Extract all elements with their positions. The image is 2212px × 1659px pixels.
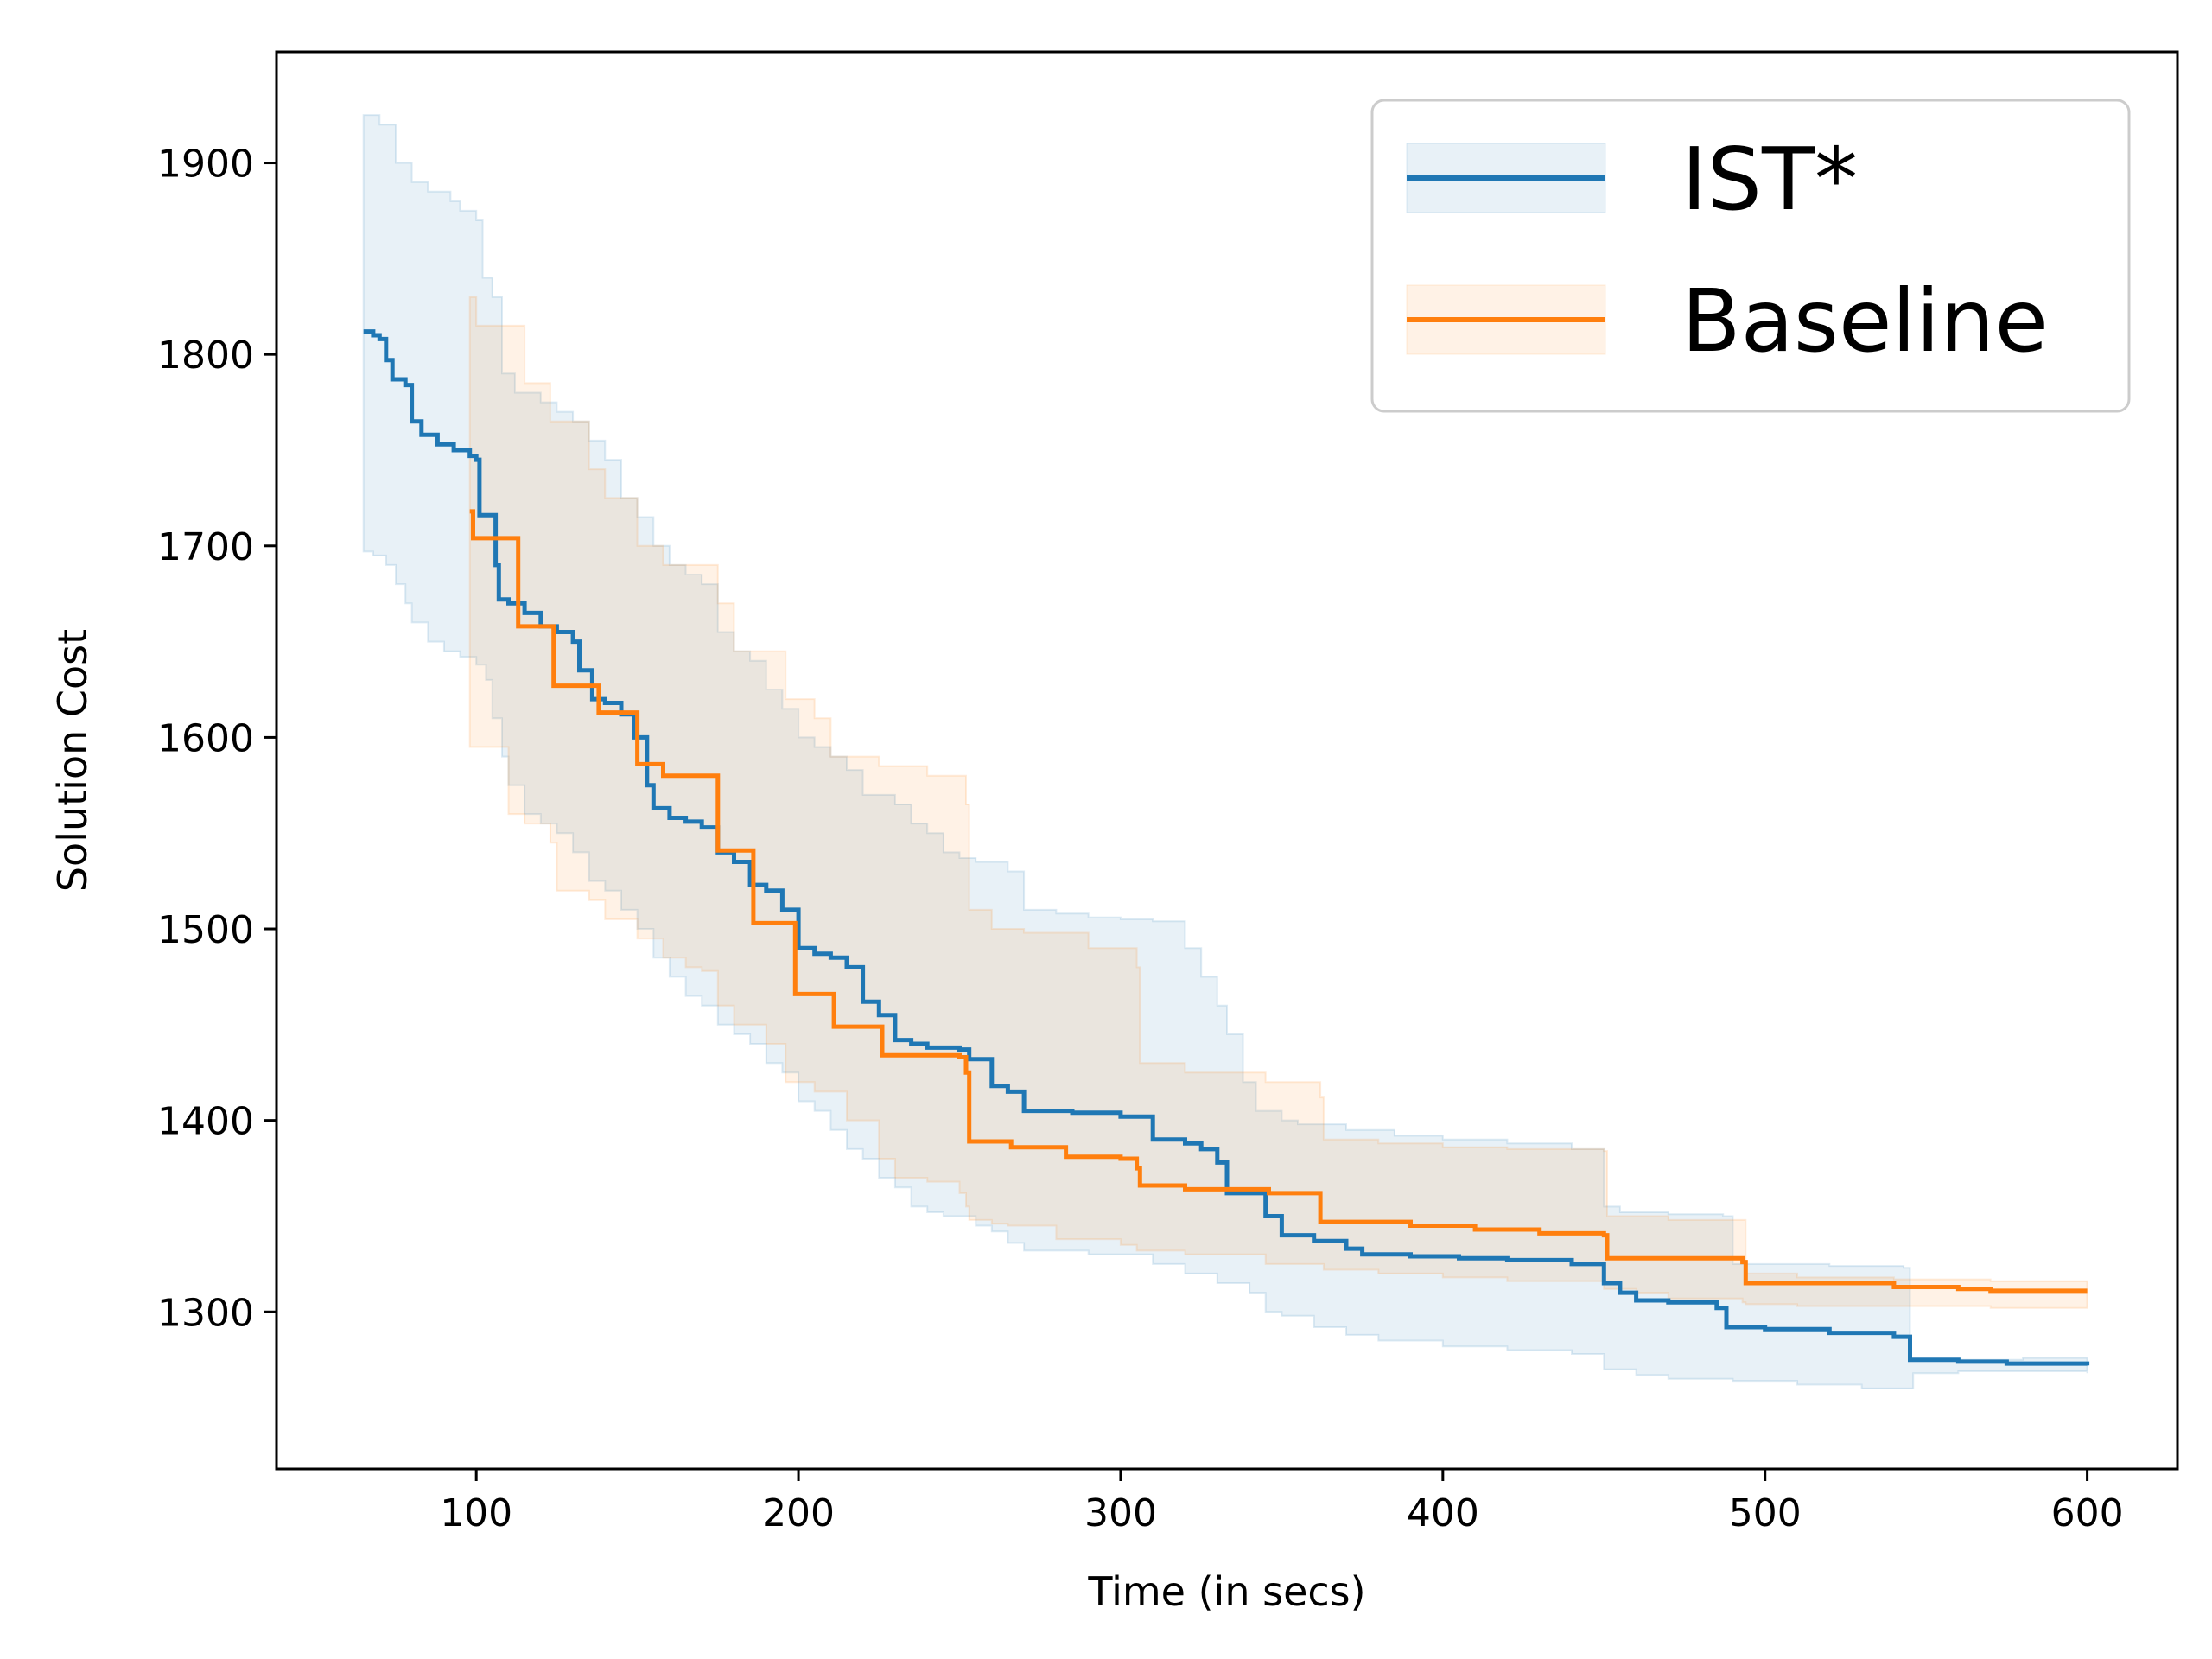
y-tick-label: 1800 [157, 334, 254, 378]
x-tick-label: 300 [1084, 1491, 1157, 1535]
x-tick-label: 400 [1407, 1491, 1479, 1535]
y-tick-label: 1400 [157, 1100, 254, 1144]
x-tick-label: 600 [2051, 1491, 2124, 1535]
line-chart: 100 200 300 400 500 600 1300 1400 1500 1600 1700 1… [0, 0, 2212, 1659]
y-tick-label: 1600 [157, 716, 254, 760]
x-tick-label: 200 [762, 1491, 835, 1535]
y-tick-label: 1700 [157, 525, 254, 569]
x-tick-label: 500 [1729, 1491, 1802, 1535]
x-axis-label: Time (in secs) [1087, 1568, 1365, 1615]
legend-label-ist: IST* [1681, 129, 1858, 230]
legend-label-baseline: Baseline [1681, 270, 2048, 372]
x-tick-label: 100 [440, 1491, 512, 1535]
y-tick-label: 1500 [157, 908, 254, 952]
y-tick-label: 1900 [157, 143, 254, 187]
y-axis-label: Solution Cost [49, 629, 96, 892]
legend: IST* Baseline [1372, 100, 2129, 411]
y-tick-label: 1300 [157, 1291, 254, 1335]
